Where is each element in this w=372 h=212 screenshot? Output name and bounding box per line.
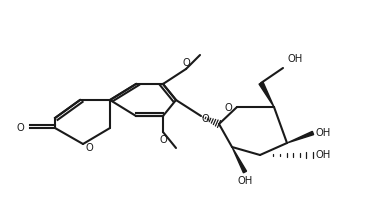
Text: O: O (159, 135, 167, 145)
Polygon shape (232, 147, 247, 173)
Text: O: O (16, 123, 24, 133)
Polygon shape (259, 82, 274, 107)
Text: O: O (224, 103, 232, 113)
Text: OH: OH (315, 128, 330, 138)
Text: O: O (85, 143, 93, 153)
Text: O: O (202, 114, 210, 124)
Text: O: O (182, 58, 190, 68)
Text: OH: OH (237, 176, 253, 186)
Text: OH: OH (315, 150, 330, 160)
Text: OH: OH (288, 54, 303, 64)
Polygon shape (287, 131, 314, 143)
